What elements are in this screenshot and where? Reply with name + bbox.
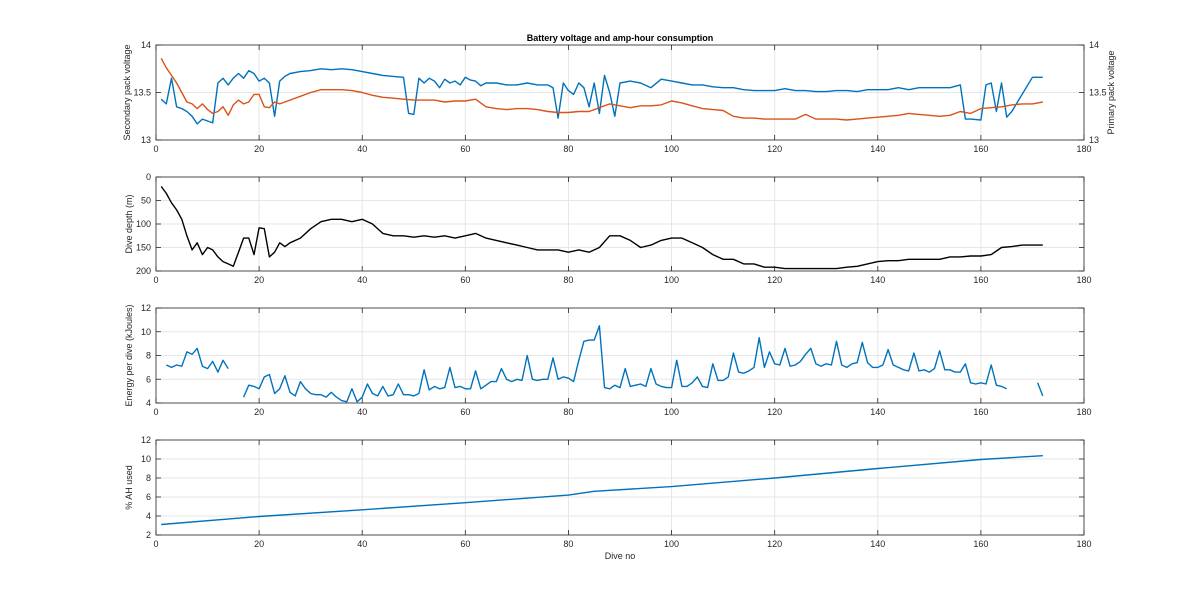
x-tick-label: 140 (870, 275, 885, 285)
y-axis-label: Energy per dive (kJoules) (124, 304, 134, 406)
series-line-1-segment-3 (1036, 382, 1044, 397)
y-axis-label: % AH used (124, 465, 134, 510)
x-tick-label: 20 (254, 275, 264, 285)
x-tick-label: 0 (153, 407, 158, 417)
subplots: 0 20 40 60 80 100 120 140 160 1801313.5141313.514… (122, 40, 1116, 549)
y-tick-label: 0 (146, 172, 151, 182)
y2-tick-label: 13.5 (1089, 88, 1107, 98)
y-tick-label: 4 (146, 511, 151, 521)
x-tick-label: 120 (767, 539, 782, 549)
x-tick-label: 20 (254, 407, 264, 417)
y2-tick-label: 13 (1089, 135, 1099, 145)
x-tick-label: 140 (870, 407, 885, 417)
x-tick-label: 60 (460, 275, 470, 285)
x-tick-label: 180 (1076, 275, 1091, 285)
y-tick-label: 2 (146, 530, 151, 540)
x-tick-label: 20 (254, 539, 264, 549)
series-line-1 (160, 68, 1043, 125)
y-tick-label: 6 (146, 374, 151, 384)
y-tick-label: 10 (141, 454, 151, 464)
x-tick-label: 100 (664, 144, 679, 154)
y2-tick-label: 14 (1089, 40, 1099, 50)
y-tick-label: 13.5 (133, 88, 151, 98)
x-tick-label: 180 (1076, 144, 1091, 154)
x-tick-label: 100 (664, 539, 679, 549)
series-line-1 (160, 185, 1043, 270)
x-tick-label: 100 (664, 407, 679, 417)
subplot-1: 0 20 40 60 80 100 120 140 160 1801313.5141313.514… (122, 40, 1116, 154)
y-tick-label: 8 (146, 351, 151, 361)
y-tick-label: 10 (141, 327, 151, 337)
x-tick-label: 0 (153, 144, 158, 154)
y-tick-label: 200 (136, 266, 151, 276)
x-tick-label: 160 (973, 407, 988, 417)
x-tick-label: 0 (153, 275, 158, 285)
x-tick-label: 40 (357, 539, 367, 549)
x-tick-label: 160 (973, 144, 988, 154)
y-tick-label: 14 (141, 40, 151, 50)
series-line-1-segment-1 (166, 347, 229, 373)
y-tick-label: 13 (141, 135, 151, 145)
y-tick-label: 12 (141, 303, 151, 313)
x-tick-label: 180 (1076, 407, 1091, 417)
subplot-4: 0 20 40 60 80 100 120 140 160 180 2 4 6 8 10 12 % AH use… (124, 435, 1092, 549)
x-tick-label: 60 (460, 144, 470, 154)
y-tick-label: 6 (146, 492, 151, 502)
x-tick-label: 80 (563, 407, 573, 417)
x-axis-label: Dive no (605, 551, 636, 561)
x-tick-label: 160 (973, 275, 988, 285)
y-tick-label: 8 (146, 473, 151, 483)
y-tick-label: 100 (136, 219, 151, 229)
x-tick-label: 60 (460, 407, 470, 417)
x-tick-label: 60 (460, 539, 470, 549)
subplot-2: 0 20 40 60 80 100 120 140 160 180 0 50 100 150 200 Dive… (124, 172, 1092, 285)
series-line-1-segment-2 (242, 325, 1007, 403)
x-tick-label: 120 (767, 275, 782, 285)
x-tick-label: 40 (357, 275, 367, 285)
x-tick-label: 80 (563, 539, 573, 549)
x-tick-label: 120 (767, 407, 782, 417)
y-tick-label: 150 (136, 243, 151, 253)
x-tick-label: 140 (870, 539, 885, 549)
y2-axis-label: Primary pack voltage (1106, 50, 1116, 134)
x-tick-label: 40 (357, 144, 367, 154)
x-tick-label: 0 (153, 539, 158, 549)
chart-title: Battery voltage and amp-hour consumption (527, 33, 714, 43)
x-tick-label: 80 (563, 144, 573, 154)
x-tick-label: 100 (664, 275, 679, 285)
y-tick-label: 4 (146, 398, 151, 408)
y-axis-label: Dive depth (m) (124, 194, 134, 253)
series-line-1 (161, 455, 1043, 526)
x-tick-label: 80 (563, 275, 573, 285)
x-tick-label: 120 (767, 144, 782, 154)
x-tick-label: 20 (254, 144, 264, 154)
y-tick-label: 50 (141, 196, 151, 206)
subplot-3: 0 20 40 60 80 100 120 140 160 180 4 6 8 10 12 Energy pe… (124, 303, 1092, 417)
x-tick-label: 160 (973, 539, 988, 549)
y-tick-label: 12 (141, 435, 151, 445)
x-tick-label: 140 (870, 144, 885, 154)
x-tick-label: 180 (1076, 539, 1091, 549)
y-axis-label: Secondary pack voltage (122, 44, 132, 140)
series-line-2 (160, 57, 1043, 121)
plot-frame (155, 439, 1085, 536)
x-tick-label: 40 (357, 407, 367, 417)
